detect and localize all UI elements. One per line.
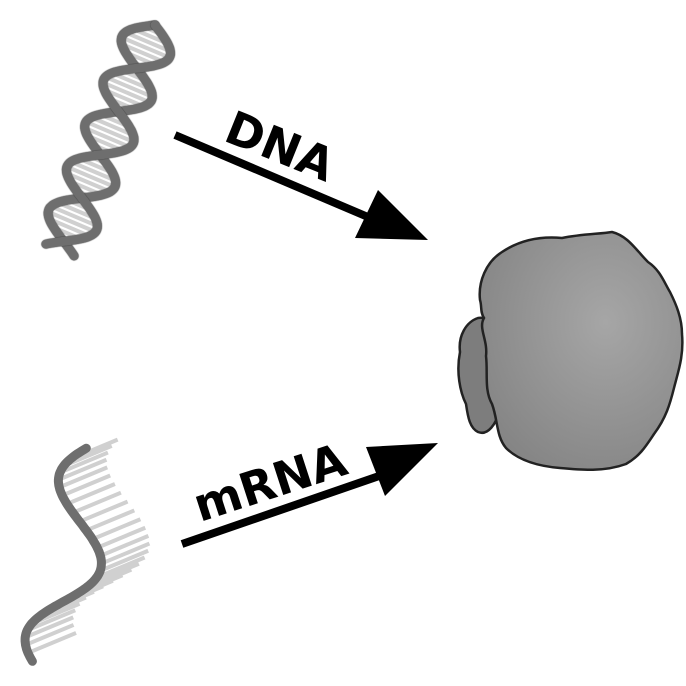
mrna-bases xyxy=(24,437,151,655)
dna-base-pair xyxy=(102,80,151,105)
dna-arrow: DNA xyxy=(173,100,428,240)
mrna-base xyxy=(91,517,142,542)
mrna-strand xyxy=(20,443,106,666)
dna-base-pair xyxy=(48,217,91,238)
mrna-base xyxy=(27,631,77,655)
mrna-base xyxy=(78,499,129,524)
mrna-base xyxy=(85,508,136,533)
dna-base-pair xyxy=(47,210,97,234)
dna-base-pair xyxy=(120,35,171,60)
mrna-base xyxy=(96,525,147,550)
mrna-base xyxy=(95,555,146,580)
dna-strand-a xyxy=(43,20,160,261)
dna-base-pair xyxy=(70,160,117,183)
mrna-base xyxy=(26,608,77,633)
dna-base-pair xyxy=(104,75,154,99)
dna-base-pair xyxy=(83,126,132,149)
dna-base-pair xyxy=(121,42,166,64)
mrna-single-strand-icon xyxy=(20,437,151,666)
mrna-base xyxy=(99,548,149,573)
mrna-base xyxy=(61,473,111,498)
dna-base-pairs xyxy=(47,24,172,249)
mrna-base xyxy=(57,457,108,482)
dna-double-helix-icon xyxy=(41,20,175,261)
protein-main-body xyxy=(478,230,684,472)
mrna-base xyxy=(24,623,75,647)
mrna-base xyxy=(24,615,74,640)
mrna-arrow-shaft xyxy=(180,470,387,548)
dna-arrow-head xyxy=(355,190,428,240)
mrna-base xyxy=(59,450,109,475)
dna-arrow-shaft xyxy=(173,131,377,224)
mrna-base xyxy=(58,465,109,490)
mrna-base xyxy=(66,482,116,506)
mrna-base xyxy=(72,490,122,515)
dna-base-pair xyxy=(124,30,172,54)
mrna-arrow-head xyxy=(366,443,438,496)
dna-base-pair xyxy=(85,119,135,144)
dna-base-pair xyxy=(50,204,99,228)
dna-base-pair xyxy=(90,115,135,137)
dna-base-pair xyxy=(103,87,145,109)
dna-base-pair xyxy=(66,164,116,189)
dna-strand-b xyxy=(41,20,175,249)
dna-base-pair xyxy=(66,171,111,194)
mrna-base xyxy=(99,534,150,558)
protein-blob xyxy=(457,230,684,472)
mrna-base xyxy=(100,541,151,566)
mrna-arrow: mRNA xyxy=(180,432,438,548)
